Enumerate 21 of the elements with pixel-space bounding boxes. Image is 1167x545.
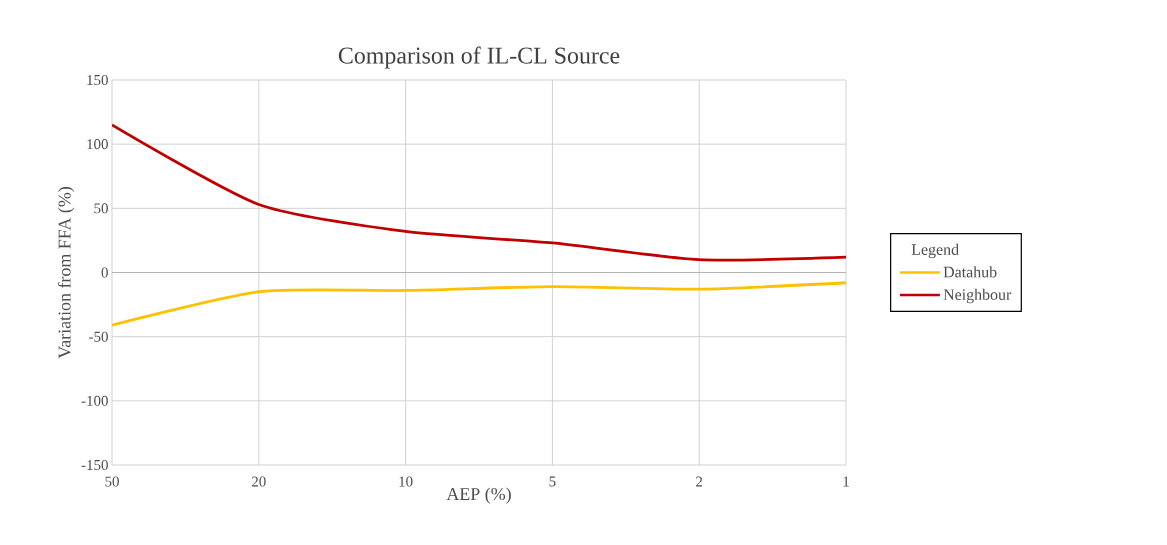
- y-tick-label: 50: [94, 203, 108, 214]
- legend-label: Datahub: [943, 266, 997, 278]
- y-tick-label: 150: [87, 74, 108, 86]
- y-tick-label: 0: [101, 267, 108, 278]
- y-tick-label: -150: [81, 459, 108, 471]
- x-axis-title: AEP (%): [446, 487, 511, 504]
- y-axis-title: Variation from FFA (%): [57, 187, 75, 359]
- x-tick-label: 50: [105, 476, 119, 487]
- y-tick-label: -50: [89, 331, 108, 342]
- line-series: [112, 281, 846, 327]
- x-tick-label: 10: [399, 476, 413, 487]
- x-tick-label: 2: [696, 476, 703, 487]
- legend-title: Legend: [911, 243, 959, 259]
- y-tick-label: -100: [81, 395, 108, 406]
- chart-title: Comparison of IL-CL Source: [338, 46, 620, 69]
- x-tick-label: 5: [549, 476, 556, 487]
- x-tick-label: 1: [843, 476, 849, 487]
- legend-label: Neighbour: [943, 288, 1012, 304]
- x-tick-label: 20: [251, 476, 266, 487]
- line-series: [112, 123, 846, 262]
- y-tick-label: 100: [87, 139, 108, 150]
